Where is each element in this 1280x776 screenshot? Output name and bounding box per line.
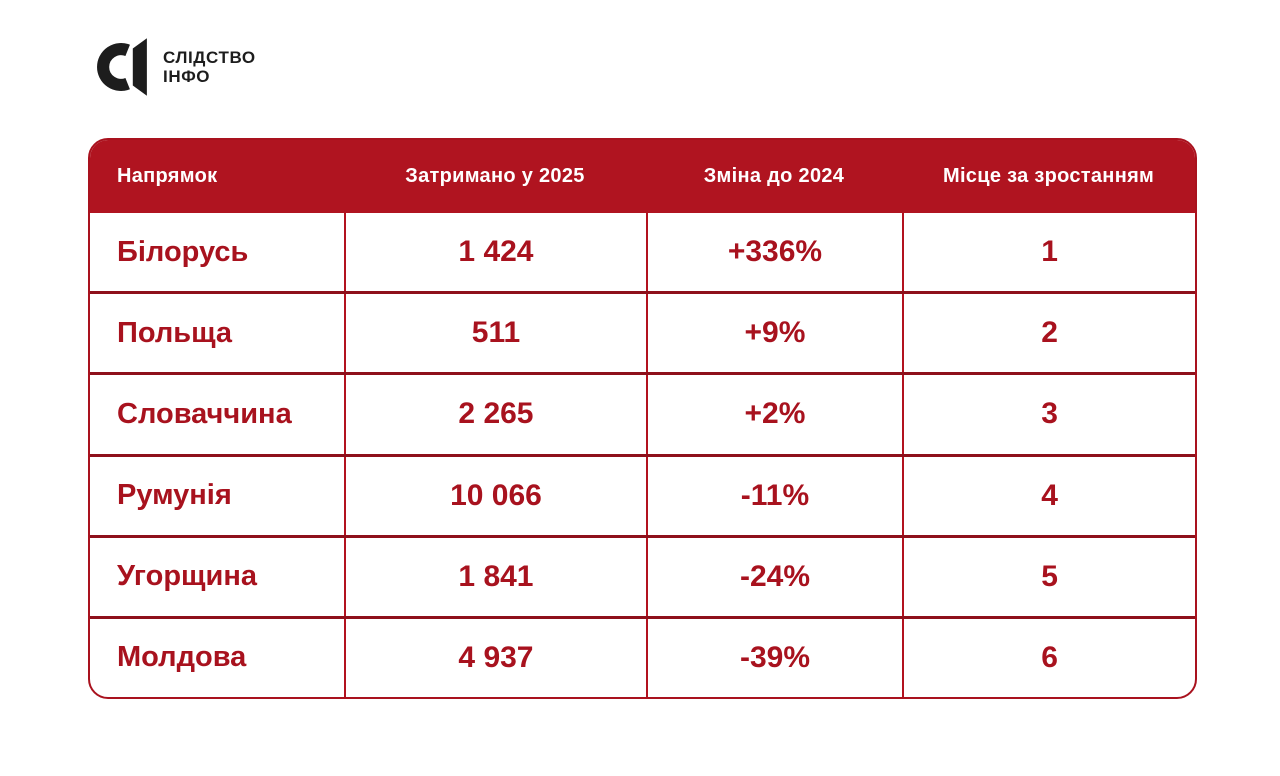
- table-row-hungary: Угорщина 1 841 -24% 5: [90, 534, 1195, 616]
- slidstvo-info-logo: СЛІДСТВО ІНФО: [88, 36, 256, 98]
- cell-detained: 1 841: [344, 537, 646, 616]
- table-row-belarus: Білорусь 1 424 +336% 1: [90, 213, 1195, 292]
- slidstvo-info-logo-wordmark: СЛІДСТВО ІНФО: [163, 48, 256, 86]
- table-row-romania: Румунія 10 066 -11% 4: [90, 453, 1195, 535]
- cell-direction: Словаччина: [117, 397, 292, 430]
- cell-detained: 1 424: [344, 213, 646, 292]
- logo-word-line2: ІНФО: [163, 67, 211, 86]
- cell-rank: 1: [902, 213, 1195, 292]
- cell-detained: 511: [344, 294, 646, 373]
- cell-rank: 2: [902, 294, 1195, 373]
- slidstvo-info-logo-icon: [97, 38, 147, 96]
- cell-change: +336%: [645, 213, 902, 292]
- cell-change: +9%: [645, 294, 902, 373]
- column-header-detained-2025: Затримано у 2025: [405, 165, 585, 187]
- cell-direction: Молдова: [117, 641, 247, 674]
- cell-change: +2%: [645, 375, 902, 454]
- cell-rank: 6: [902, 618, 1195, 697]
- cell-rank: 5: [902, 537, 1195, 616]
- detentions-table: Напрямок Затримано у 2025 Зміна до 2024 …: [88, 138, 1197, 699]
- cell-detained: 10 066: [344, 456, 646, 535]
- cell-direction: Польща: [117, 316, 233, 349]
- cell-direction: Румунія: [117, 479, 232, 512]
- cell-change: -11%: [645, 456, 902, 535]
- table-body: Білорусь 1 424 +336% 1 Польща 511 +9% 2 …: [90, 213, 1195, 697]
- cell-detained: 2 265: [344, 375, 646, 454]
- table-row-moldova: Молдова 4 937 -39% 6: [90, 615, 1195, 697]
- column-header-change-2024: Зміна до 2024: [703, 165, 845, 187]
- cell-direction: Білорусь: [117, 235, 249, 268]
- logo-word-line1: СЛІДСТВО: [163, 47, 256, 67]
- table-header-row: Напрямок Затримано у 2025 Зміна до 2024 …: [90, 140, 1195, 213]
- cell-direction: Угорщина: [117, 560, 258, 593]
- cell-change: -39%: [645, 618, 902, 697]
- table-row-poland: Польща 511 +9% 2: [90, 291, 1195, 373]
- cell-rank: 4: [902, 456, 1195, 535]
- cell-change: -24%: [645, 537, 902, 616]
- table-row-slovakia: Словаччина 2 265 +2% 3: [90, 372, 1195, 454]
- column-header-direction: Напрямок: [117, 165, 218, 187]
- column-header-growth-rank: Місце за зростанням: [942, 165, 1155, 187]
- cell-rank: 3: [902, 375, 1195, 454]
- cell-detained: 4 937: [344, 618, 646, 697]
